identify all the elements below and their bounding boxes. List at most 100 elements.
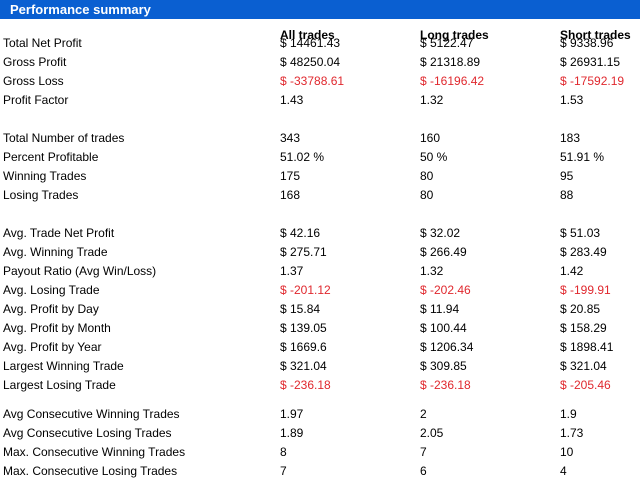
row-value: 168 (280, 188, 301, 202)
row-label: Profit Factor (3, 93, 69, 107)
row-label: Avg. Trade Net Profit (3, 226, 115, 240)
table-row: Avg Consecutive Losing Trades 1.89 2.05 1.7… (0, 424, 640, 443)
row-value: $ 21318.89 (420, 55, 481, 69)
row-value: $ 139.05 (280, 321, 327, 335)
row-value: $ 1669.6 (280, 340, 327, 354)
row-value: $ -17592.19 (560, 74, 625, 88)
table-row: Avg. Profit by Year $ 1669.6 $ 1206.34 $ 18… (0, 338, 640, 357)
row-value: $ 158.29 (560, 321, 607, 335)
row-label: Winning Trades (3, 169, 87, 183)
row-value: 7 (280, 464, 287, 478)
row-label: Avg. Profit by Year (3, 340, 102, 354)
row-value: 10 (560, 445, 574, 459)
row-value: 2.05 (420, 426, 444, 440)
table-row: Losing Trades 168 80 88 (0, 186, 640, 205)
row-value: 1.53 (560, 93, 584, 107)
column-header-all-trades: All trades (280, 28, 335, 42)
row-value: 1.9 (560, 407, 577, 421)
row-value: $ -236.18 (280, 378, 331, 392)
row-label: Avg Consecutive Losing Trades (3, 426, 172, 440)
row-value: 1.32 (420, 93, 444, 107)
table-row: Gross Loss $ -33788.61 $ -16196.42 $ -17592… (0, 72, 640, 91)
table-row: Avg. Profit by Month $ 139.05 $ 100.44 $ 15… (0, 319, 640, 338)
row-label: Payout Ratio (Avg Win/Loss) (3, 264, 157, 278)
row-label: Total Number of trades (3, 131, 125, 145)
row-value: 95 (560, 169, 574, 183)
row-value: 1.37 (280, 264, 304, 278)
row-value: $ -16196.42 (420, 74, 485, 88)
row-value: 50 % (420, 150, 448, 164)
table-row: Avg. Trade Net Profit $ 42.16 $ 32.02 $ 51.… (0, 224, 640, 243)
row-label: Largest Winning Trade (3, 359, 124, 373)
row-value: 51.91 % (560, 150, 605, 164)
row-value: 1.97 (280, 407, 304, 421)
table-row: Percent Profitable 51.02 % 50 % 51.91 % (0, 148, 640, 167)
row-label: Percent Profitable (3, 150, 99, 164)
panel-title-bar: Performance summary (0, 0, 640, 19)
row-value: $ 51.03 (560, 226, 601, 240)
row-value: $ 321.04 (280, 359, 327, 373)
table-row: Max. Consecutive Losing Trades 7 6 4 (0, 462, 640, 481)
row-value: 1.42 (560, 264, 584, 278)
table-row: Avg. Losing Trade $ -201.12 $ -202.46 $ -19… (0, 281, 640, 300)
row-label: Largest Losing Trade (3, 378, 116, 392)
row-value: 6 (420, 464, 427, 478)
row-value: $ 14461.43 (280, 36, 341, 50)
row-value: $ 100.44 (420, 321, 467, 335)
row-value: 175 (280, 169, 301, 183)
row-label: Avg Consecutive Winning Trades (3, 407, 180, 421)
table-row: Gross Profit $ 48250.04 $ 21318.89 $ 26931.… (0, 53, 640, 72)
table-row: Total Number of trades 343 160 183 (0, 129, 640, 148)
table-row: Payout Ratio (Avg Win/Loss) 1.37 1.32 1.42 (0, 262, 640, 281)
row-label: Total Net Profit (3, 36, 82, 50)
row-value: 2 (420, 407, 427, 421)
row-value: $ 9338.96 (560, 36, 614, 50)
row-label: Gross Loss (3, 74, 64, 88)
row-value: 51.02 % (280, 150, 325, 164)
table-row: Avg. Profit by Day $ 15.84 $ 11.94 $ 20.85 (0, 300, 640, 319)
row-value: $ -201.12 (280, 283, 331, 297)
row-label: Avg. Losing Trade (3, 283, 100, 297)
row-value: $ 309.85 (420, 359, 467, 373)
row-value: $ 275.71 (280, 245, 327, 259)
panel-title: Performance summary (10, 2, 151, 17)
row-label: Max. Consecutive Winning Trades (3, 445, 186, 459)
row-value: 160 (420, 131, 441, 145)
row-value: 80 (420, 169, 434, 183)
row-value: $ 1898.41 (560, 340, 614, 354)
row-value: $ 1206.34 (420, 340, 474, 354)
row-value: 343 (280, 131, 301, 145)
row-value: $ -205.46 (560, 378, 611, 392)
row-value: 1.73 (560, 426, 584, 440)
row-value: $ 11.94 (420, 302, 460, 316)
row-label: Gross Profit (3, 55, 67, 69)
table-row: Avg Consecutive Winning Trades 1.97 2 1.9 (0, 405, 640, 424)
row-value: $ 20.85 (560, 302, 601, 316)
table-row: Max. Consecutive Winning Trades 8 7 10 (0, 443, 640, 462)
row-value: $ -33788.61 (280, 74, 345, 88)
table-row: Profit Factor 1.43 1.32 1.53 (0, 91, 640, 110)
row-value: 1.89 (280, 426, 304, 440)
row-label: Losing Trades (3, 188, 79, 202)
row-value: 1.43 (280, 93, 304, 107)
row-value: 4 (560, 464, 567, 478)
row-value: $ -202.46 (420, 283, 471, 297)
row-value: $ 42.16 (280, 226, 321, 240)
row-value: 8 (280, 445, 287, 459)
row-value: $ 321.04 (560, 359, 607, 373)
row-value: $ 15.84 (280, 302, 321, 316)
row-value: $ 48250.04 (280, 55, 341, 69)
row-value: $ 32.02 (420, 226, 461, 240)
row-value: 88 (560, 188, 574, 202)
row-value: 183 (560, 131, 581, 145)
table-row: Largest Winning Trade $ 321.04 $ 309.85 $ 3… (0, 357, 640, 376)
table-row: Winning Trades 175 80 95 (0, 167, 640, 186)
row-value: $ 283.49 (560, 245, 607, 259)
column-headers: All trades Long trades Short trades (0, 24, 640, 44)
table-row: Total Net Profit $ 14461.43 $ 5122.47 $ 933… (0, 34, 640, 53)
row-value: $ 5122.47 (420, 36, 474, 50)
row-label: Avg. Winning Trade (3, 245, 108, 259)
table-row: Largest Losing Trade $ -236.18 $ -236.18 $ … (0, 376, 640, 395)
row-value: $ 26931.15 (560, 55, 621, 69)
row-label: Max. Consecutive Losing Trades (3, 464, 178, 478)
